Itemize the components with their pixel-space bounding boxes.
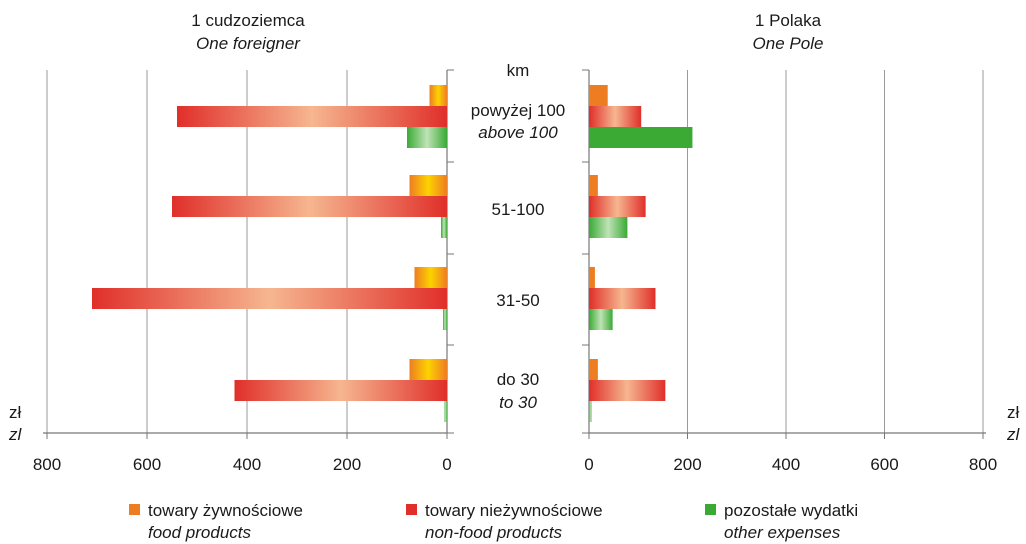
left-tick-label: 800 bbox=[33, 455, 61, 474]
right-tick-labels: 0 200 400 600 800 bbox=[584, 455, 997, 474]
right-panel-title: 1 Polaka bbox=[755, 11, 822, 30]
category-label-en: above 100 bbox=[478, 123, 558, 142]
right-tick-label: 600 bbox=[870, 455, 898, 474]
category-label: do 30 bbox=[497, 370, 540, 389]
category-labels: km powyżej 100 above 100 51-100 31-50 do 30 t… bbox=[471, 61, 566, 412]
left-tick-label: 600 bbox=[133, 455, 161, 474]
legend-label-en-other: other expenses bbox=[724, 523, 841, 542]
right-bar-nonfood-4 bbox=[589, 380, 666, 401]
left-bar-other-1 bbox=[407, 127, 447, 148]
legend: towary żywnościowe food products towary ni… bbox=[129, 501, 858, 542]
category-label-en: to 30 bbox=[499, 393, 537, 412]
right-bar-food-2 bbox=[589, 175, 598, 196]
legend-swatch-food bbox=[129, 504, 140, 515]
left-unit-en: zl bbox=[8, 425, 23, 444]
category-label: 51-100 bbox=[492, 200, 545, 219]
left-bar-food-1 bbox=[429, 85, 447, 106]
left-unit-label: zł zl bbox=[8, 403, 23, 444]
right-unit-en: zl bbox=[1006, 425, 1021, 444]
right-tick-label: 0 bbox=[584, 455, 593, 474]
left-bar-other-2 bbox=[441, 217, 447, 238]
right-bar-other-1 bbox=[589, 127, 693, 148]
category-label: powyżej 100 bbox=[471, 101, 566, 120]
left-tick-label: 0 bbox=[442, 455, 451, 474]
bars bbox=[92, 85, 693, 422]
left-bar-food-3 bbox=[414, 267, 447, 288]
left-bar-food-4 bbox=[409, 359, 447, 380]
left-bar-nonfood-1 bbox=[177, 106, 447, 127]
left-bar-other-3 bbox=[443, 309, 447, 330]
left-unit: zł bbox=[9, 403, 22, 422]
legend-label-en-food: food products bbox=[148, 523, 252, 542]
left-tick-label: 400 bbox=[233, 455, 261, 474]
right-gridlines bbox=[687, 70, 984, 433]
left-panel-subtitle: One foreigner bbox=[196, 34, 301, 53]
right-bar-nonfood-3 bbox=[589, 288, 656, 309]
right-bar-other-2 bbox=[589, 217, 628, 238]
left-bar-other-4 bbox=[444, 401, 447, 422]
left-bar-nonfood-3 bbox=[92, 288, 447, 309]
left-panel-title: 1 cudzoziemca bbox=[191, 11, 305, 30]
legend-label-nonfood: towary nieżywnościowe bbox=[425, 501, 603, 520]
left-tick-label: 200 bbox=[333, 455, 361, 474]
right-panel-header: 1 Polaka One Pole bbox=[753, 11, 824, 53]
right-bar-other-3 bbox=[589, 309, 613, 330]
left-bar-nonfood-2 bbox=[172, 196, 447, 217]
left-panel-header: 1 cudzoziemca One foreigner bbox=[191, 11, 305, 53]
right-tick-label: 200 bbox=[673, 455, 701, 474]
right-bar-other-4 bbox=[589, 401, 592, 422]
right-bar-food-3 bbox=[589, 267, 595, 288]
left-bar-food-2 bbox=[409, 175, 447, 196]
legend-label-other: pozostałe wydatki bbox=[724, 501, 858, 520]
legend-label-en-nonfood: non-food products bbox=[425, 523, 563, 542]
right-unit: zł bbox=[1007, 403, 1020, 422]
km-axis-header: km bbox=[507, 61, 530, 80]
right-bar-food-4 bbox=[589, 359, 598, 380]
left-tick-labels: 800 600 400 200 0 bbox=[33, 455, 452, 474]
right-unit-label: zł zl bbox=[1006, 403, 1021, 444]
legend-swatch-other bbox=[705, 504, 716, 515]
category-label: 31-50 bbox=[496, 291, 539, 310]
left-bar-nonfood-4 bbox=[234, 380, 447, 401]
right-panel-subtitle: One Pole bbox=[753, 34, 824, 53]
legend-swatch-nonfood bbox=[406, 504, 417, 515]
right-tick-label: 400 bbox=[772, 455, 800, 474]
right-tick-label: 800 bbox=[969, 455, 997, 474]
left-gridlines bbox=[46, 70, 348, 433]
right-bar-nonfood-1 bbox=[589, 106, 642, 127]
legend-label-food: towary żywnościowe bbox=[148, 501, 303, 520]
right-bar-food-1 bbox=[589, 85, 608, 106]
right-bar-nonfood-2 bbox=[589, 196, 646, 217]
